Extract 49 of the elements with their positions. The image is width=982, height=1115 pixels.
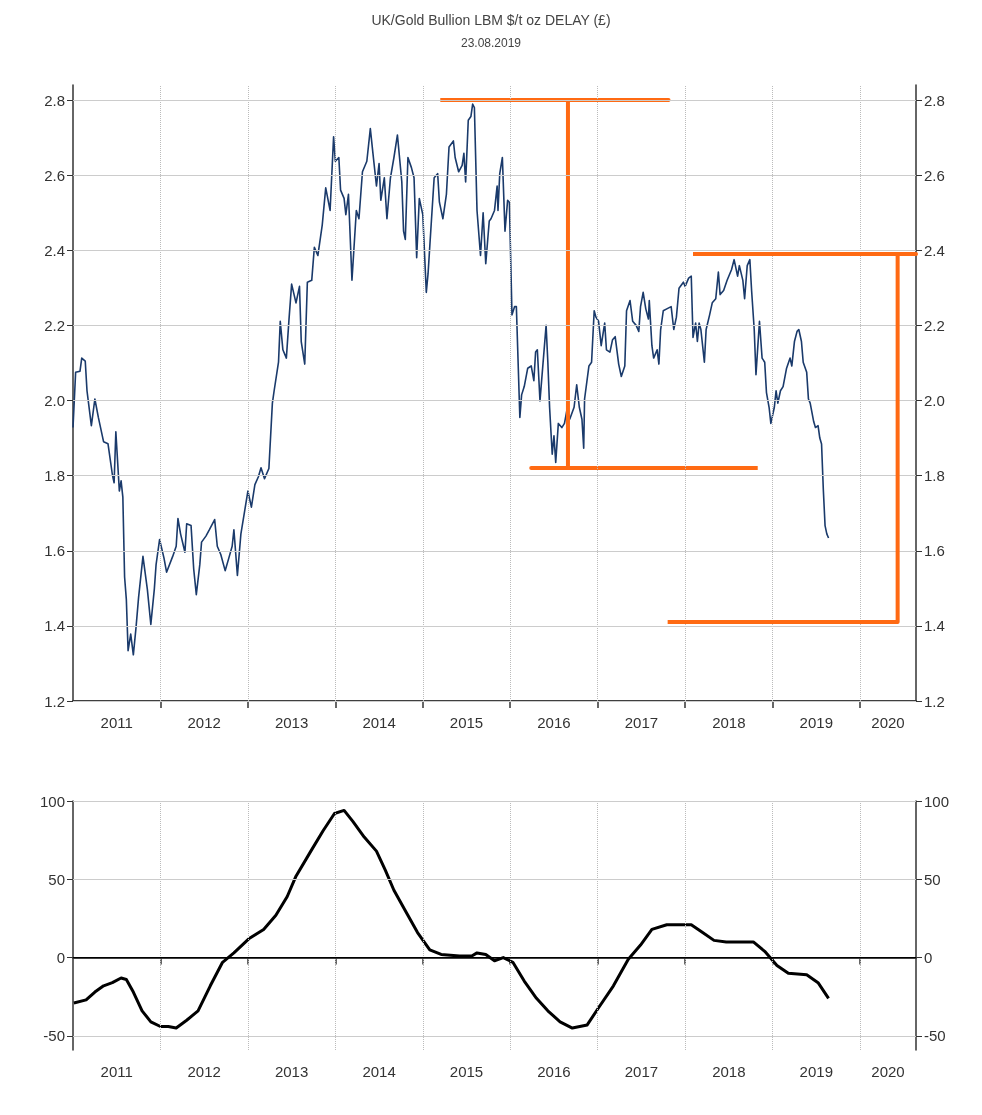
x-tick-label: 2016 bbox=[537, 1063, 571, 1080]
y-tick-label: 1.2 bbox=[44, 692, 65, 710]
x-tick-label: 2013 bbox=[274, 714, 309, 731]
x-tick-label: 2013 bbox=[274, 1063, 309, 1080]
y-tick-label: 1.8 bbox=[44, 467, 65, 485]
x-tick-label: 2019 bbox=[799, 1063, 833, 1080]
x-tick-label: 2012 bbox=[187, 714, 221, 731]
y2-tick-label: 2.2 bbox=[924, 316, 945, 334]
x-tick-label: 2018 bbox=[712, 714, 746, 731]
y2-tick-label: 1.8 bbox=[924, 467, 945, 485]
y2-tick-label: 100 bbox=[924, 792, 950, 810]
y2-tick-label: 2.0 bbox=[924, 392, 945, 410]
y2-tick-label: 0 bbox=[924, 949, 933, 967]
x-tick-label: 2011 bbox=[100, 714, 133, 731]
y-tick-label: 2.6 bbox=[44, 166, 65, 184]
y-tick-label: 1.4 bbox=[44, 617, 65, 635]
y-tick-label: 2.8 bbox=[44, 91, 65, 109]
y2-tick-label: 1.2 bbox=[924, 692, 945, 710]
x-tick-label: 2014 bbox=[362, 714, 396, 731]
y-tick-label: 2.2 bbox=[44, 316, 65, 334]
y2-tick-label: 50 bbox=[924, 870, 941, 888]
x-tick-label: 2017 bbox=[624, 714, 659, 731]
y-tick-label: 2.0 bbox=[44, 392, 65, 410]
y-tick-label: 1.6 bbox=[44, 542, 65, 560]
y-tick-label: 100 bbox=[39, 792, 65, 810]
line-series bbox=[72, 103, 830, 656]
y2-tick-label: 1.4 bbox=[924, 617, 945, 635]
x-tick-label: 2018 bbox=[712, 1063, 746, 1080]
y2-tick-label: 2.6 bbox=[924, 166, 945, 184]
y-tick-label: 2.4 bbox=[44, 241, 65, 259]
x-tick-label: 2017 bbox=[624, 1063, 659, 1080]
x-tick-label: 2020 bbox=[871, 714, 905, 731]
x-tick-label: 2011 bbox=[100, 1063, 133, 1080]
y-tick-label: 0 bbox=[56, 949, 65, 967]
chart-subtitle: 23.08.2019 bbox=[460, 36, 522, 50]
x-tick-label: 2016 bbox=[537, 714, 571, 731]
x-tick-label: 2015 bbox=[449, 714, 484, 731]
y2-tick-label: 1.6 bbox=[924, 542, 945, 560]
y2-tick-label: 2.4 bbox=[924, 241, 945, 259]
y2-tick-label: -50 bbox=[924, 1027, 946, 1045]
x-tick-label: 2019 bbox=[799, 714, 833, 731]
y-tick-label: -50 bbox=[43, 1027, 65, 1045]
y2-tick-label: 2.8 bbox=[924, 91, 945, 109]
x-tick-label: 2014 bbox=[362, 1063, 396, 1080]
y-tick-label: 50 bbox=[48, 870, 65, 888]
x-tick-label: 2015 bbox=[449, 1063, 484, 1080]
chart-title: UK/Gold Bullion LBM $/t oz DELAY (£) bbox=[371, 12, 611, 28]
x-tick-label: 2020 bbox=[871, 1063, 905, 1080]
x-tick-label: 2012 bbox=[187, 1063, 221, 1080]
